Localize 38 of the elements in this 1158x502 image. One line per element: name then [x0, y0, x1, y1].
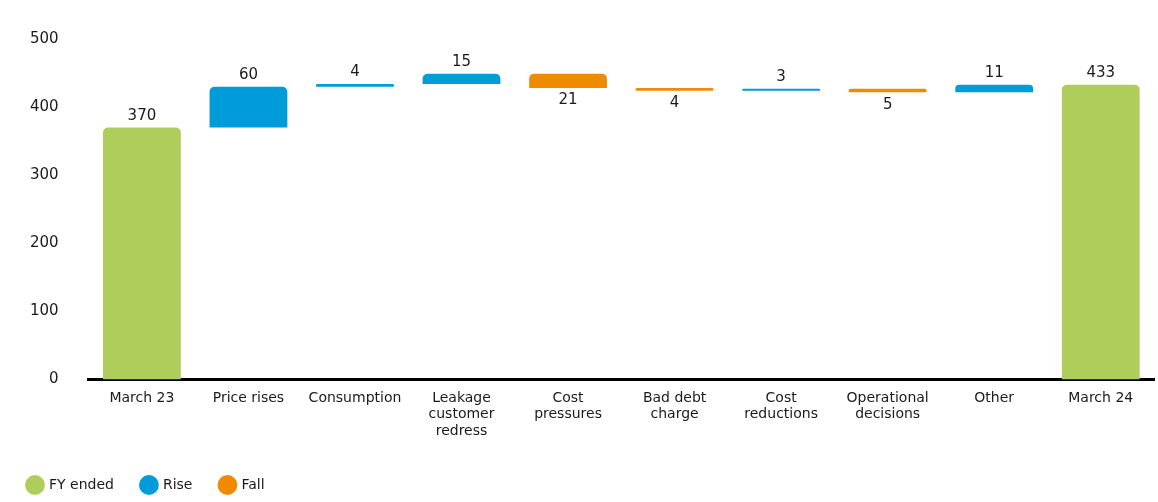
bar [316, 83, 394, 87]
data-label: 3 [776, 67, 786, 86]
data-label: 11 [984, 63, 1004, 82]
data-label: 15 [451, 52, 472, 71]
data-label: 370 [127, 105, 157, 124]
data-label: 4 [350, 62, 360, 81]
bar [529, 73, 607, 89]
bar [955, 84, 1034, 93]
y-tick-label: 500 [29, 28, 59, 47]
data-label: 4 [669, 93, 680, 112]
x-tick-label: Cost pressures [534, 388, 602, 422]
x-tick-label: Bad debt charge [642, 388, 707, 422]
data-label: 21 [558, 90, 578, 109]
x-tick-label: Operational decisions [846, 388, 929, 422]
x-tick-label: Consumption [308, 388, 402, 405]
y-tick-label: 400 [29, 97, 59, 116]
data-label: 60 [238, 65, 258, 84]
bar [422, 73, 501, 84]
bar [742, 88, 821, 91]
x-tick-label: March 23 [109, 388, 175, 405]
data-label: 5 [882, 94, 893, 113]
y-tick-label: 100 [29, 301, 59, 320]
bar [635, 88, 714, 91]
bar [103, 127, 181, 380]
x-tick-label: Other [974, 388, 1015, 405]
legend-label: Rise [162, 475, 193, 492]
x-tick-label: Cost reductions [744, 388, 818, 422]
bar [1061, 84, 1140, 380]
x-tick-label: Leakage customer redress [428, 388, 495, 439]
legend-label: FY ended [49, 475, 114, 492]
y-tick-label: 300 [29, 165, 59, 184]
x-tick-label: Price rises [212, 388, 285, 405]
y-tick-label: 0 [49, 369, 59, 388]
x-tick-label: March 24 [1068, 388, 1134, 405]
legend-label: Fall [241, 475, 265, 492]
bar [209, 86, 288, 128]
data-label: 433 [1086, 63, 1116, 82]
y-tick-label: 200 [29, 233, 59, 252]
